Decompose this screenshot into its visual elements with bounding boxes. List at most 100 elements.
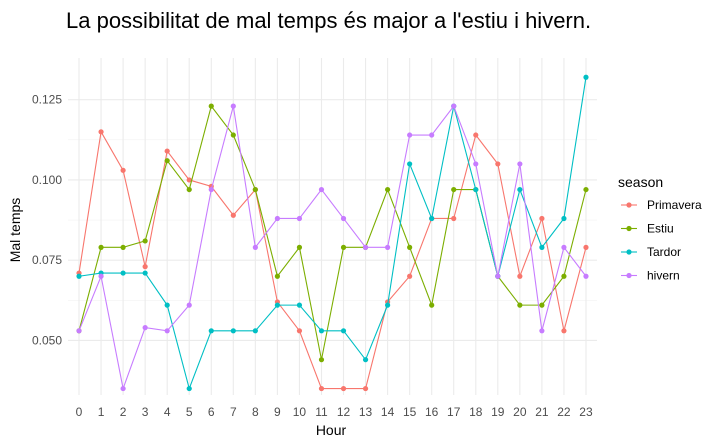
- data-point-primavera: [296, 328, 303, 334]
- x-tick-label: 19: [491, 405, 505, 419]
- data-point-primavera: [164, 148, 170, 154]
- data-point-tardor: [230, 328, 236, 334]
- legend-item-hivern: hivern: [621, 269, 680, 283]
- series-line-hivern: [78, 105, 587, 391]
- data-point-tardor: [561, 215, 567, 222]
- data-point-hivern: [164, 328, 170, 334]
- data-point-estiu: [252, 186, 258, 193]
- x-tick-label: 6: [208, 405, 215, 419]
- data-point-hivern: [296, 215, 303, 222]
- data-point-hivern: [318, 186, 325, 193]
- y-tick-label: 0.125: [32, 93, 62, 107]
- x-tick-label: 21: [535, 405, 549, 419]
- data-point-primavera: [230, 212, 236, 218]
- data-point-hivern: [495, 273, 501, 279]
- data-point-hivern: [473, 161, 479, 167]
- plot-series: [76, 74, 589, 392]
- data-point-hivern: [517, 161, 523, 167]
- data-point-tardor: [407, 161, 413, 167]
- data-point-hivern: [230, 103, 236, 109]
- data-point-tardor: [296, 302, 303, 308]
- data-point-tardor: [208, 328, 214, 334]
- y-tick-label: 0.100: [32, 173, 62, 187]
- x-tick-label: 12: [337, 405, 351, 419]
- x-tick-label: 23: [579, 405, 593, 419]
- legend-label: hivern: [647, 269, 680, 283]
- data-point-estiu: [385, 186, 391, 193]
- data-point-estiu: [142, 238, 148, 244]
- data-point-tardor: [385, 302, 391, 308]
- series-line-primavera: [78, 130, 587, 390]
- data-point-primavera: [451, 215, 457, 222]
- data-point-estiu: [340, 244, 347, 250]
- data-point-estiu: [517, 302, 523, 308]
- legend-title: season: [618, 174, 663, 190]
- x-tick-label: 3: [142, 405, 149, 419]
- data-point-primavera: [517, 273, 523, 279]
- data-point-tardor: [120, 270, 126, 276]
- x-tick-label: 10: [293, 405, 307, 419]
- legend-key-point: [626, 272, 632, 279]
- data-point-estiu: [407, 244, 413, 250]
- data-point-hivern: [76, 328, 82, 334]
- legend-key-point: [626, 249, 632, 255]
- x-tick-label: 17: [447, 405, 461, 419]
- x-axis-ticks: 0 1 2 3 4 5 6 7 8 9 10 11 12 13 14 15 16 17 18 19 20 21 22 23: [76, 405, 593, 419]
- x-tick-label: 2: [120, 405, 127, 419]
- x-tick-label: 1: [98, 405, 105, 419]
- data-point-hivern: [583, 273, 589, 279]
- data-point-estiu: [318, 357, 325, 363]
- data-point-hivern: [340, 215, 347, 222]
- data-point-estiu: [186, 186, 192, 193]
- x-tick-label: 4: [164, 405, 171, 419]
- x-tick-label: 5: [186, 405, 193, 419]
- data-point-estiu: [539, 302, 545, 308]
- legend: season Primavera Estiu Tardor hivern: [618, 174, 702, 283]
- data-point-estiu: [583, 186, 589, 193]
- data-point-estiu: [120, 244, 126, 250]
- data-point-estiu: [230, 132, 236, 138]
- legend-key-point: [626, 225, 632, 232]
- legend-key-point: [626, 202, 632, 208]
- x-tick-label: 22: [557, 405, 571, 419]
- data-point-tardor: [252, 328, 258, 334]
- data-point-estiu: [208, 103, 214, 109]
- data-point-tardor: [517, 186, 523, 193]
- data-point-tardor: [340, 328, 347, 334]
- data-point-estiu: [451, 186, 457, 193]
- data-point-hivern: [252, 244, 258, 250]
- x-tick-label: 0: [76, 405, 83, 419]
- x-axis-title: Hour: [316, 422, 347, 438]
- data-point-primavera: [539, 215, 545, 222]
- data-point-primavera: [583, 244, 589, 250]
- data-point-tardor: [583, 74, 589, 80]
- data-point-hivern: [451, 103, 457, 109]
- data-point-hivern: [274, 215, 280, 222]
- data-point-hivern: [208, 186, 214, 193]
- data-point-hivern: [539, 328, 545, 334]
- x-tick-label: 7: [230, 405, 237, 419]
- data-point-tardor: [539, 244, 545, 250]
- data-point-tardor: [318, 328, 325, 334]
- data-point-hivern: [561, 244, 567, 250]
- data-point-estiu: [98, 244, 104, 250]
- data-point-primavera: [186, 177, 192, 183]
- data-point-primavera: [561, 328, 567, 334]
- data-point-primavera: [98, 129, 104, 135]
- series-line-estiu: [78, 104, 587, 360]
- data-point-estiu: [274, 273, 280, 279]
- x-tick-label: 18: [469, 405, 483, 419]
- plot-grid: [68, 58, 597, 395]
- x-tick-label: 14: [381, 405, 395, 419]
- data-point-tardor: [473, 186, 479, 193]
- legend-item-estiu: Estiu: [621, 222, 674, 236]
- data-point-estiu: [296, 244, 303, 250]
- legend-label: Primavera: [647, 198, 702, 212]
- data-point-primavera: [340, 385, 347, 392]
- y-axis-title: Mal temps: [7, 198, 23, 263]
- chart-title: La possibilitat de mal temps és major a …: [66, 8, 591, 33]
- y-tick-label: 0.075: [32, 253, 62, 267]
- data-point-hivern: [385, 244, 391, 250]
- data-point-primavera: [495, 161, 501, 167]
- data-point-estiu: [164, 158, 170, 164]
